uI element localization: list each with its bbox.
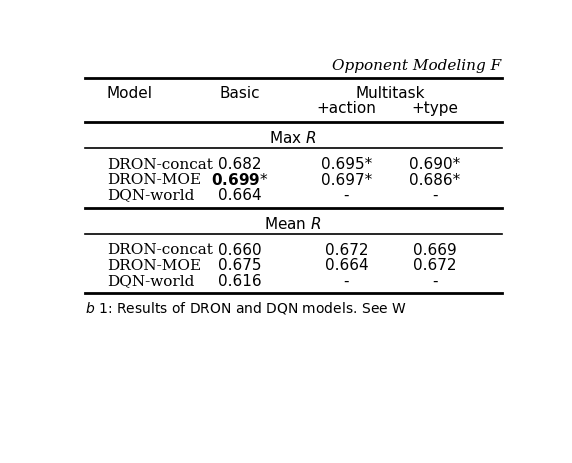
Text: Mean $R$: Mean $R$ <box>264 215 322 231</box>
Text: 0.669: 0.669 <box>413 242 457 257</box>
Text: 0.616: 0.616 <box>218 273 262 288</box>
Text: DQN-world: DQN-world <box>107 188 194 202</box>
Text: $\mathit{b}$ 1: Results of DRON and DQN models. See W: $\mathit{b}$ 1: Results of DRON and DQN … <box>85 299 407 315</box>
Text: 0.695*: 0.695* <box>321 157 372 172</box>
Text: -: - <box>344 273 349 288</box>
Text: 0.664: 0.664 <box>218 188 262 202</box>
Text: 0.682: 0.682 <box>218 157 262 172</box>
Text: Multitask: Multitask <box>356 86 426 100</box>
Text: -: - <box>344 188 349 202</box>
Text: -: - <box>432 188 438 202</box>
Text: DQN-world: DQN-world <box>107 274 194 288</box>
Text: 0.672: 0.672 <box>413 258 457 273</box>
Text: 0.664: 0.664 <box>324 258 368 273</box>
Text: 0.660: 0.660 <box>218 242 262 257</box>
Text: 0.675: 0.675 <box>218 258 262 273</box>
Text: 0.686*: 0.686* <box>410 172 460 187</box>
Text: Opponent Modeling F: Opponent Modeling F <box>332 59 502 73</box>
Text: +type: +type <box>411 101 459 116</box>
Text: DRON-MOE: DRON-MOE <box>107 173 201 187</box>
Text: 0.672: 0.672 <box>324 242 368 257</box>
Text: -: - <box>432 273 438 288</box>
Text: Max $R$: Max $R$ <box>269 130 317 145</box>
Text: 0.690*: 0.690* <box>410 157 460 172</box>
Text: Model: Model <box>107 86 153 100</box>
Text: +action: +action <box>316 101 376 116</box>
Text: 0.697*: 0.697* <box>321 172 372 187</box>
Text: $\mathbf{0.699}$*: $\mathbf{0.699}$* <box>211 172 269 188</box>
Text: DRON-concat: DRON-concat <box>107 243 213 257</box>
Text: DRON-concat: DRON-concat <box>107 157 213 171</box>
Text: Basic: Basic <box>220 86 260 100</box>
Text: DRON-MOE: DRON-MOE <box>107 258 201 272</box>
